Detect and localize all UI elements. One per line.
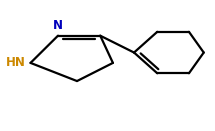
Text: N: N	[53, 19, 63, 32]
Text: HN: HN	[5, 56, 25, 69]
